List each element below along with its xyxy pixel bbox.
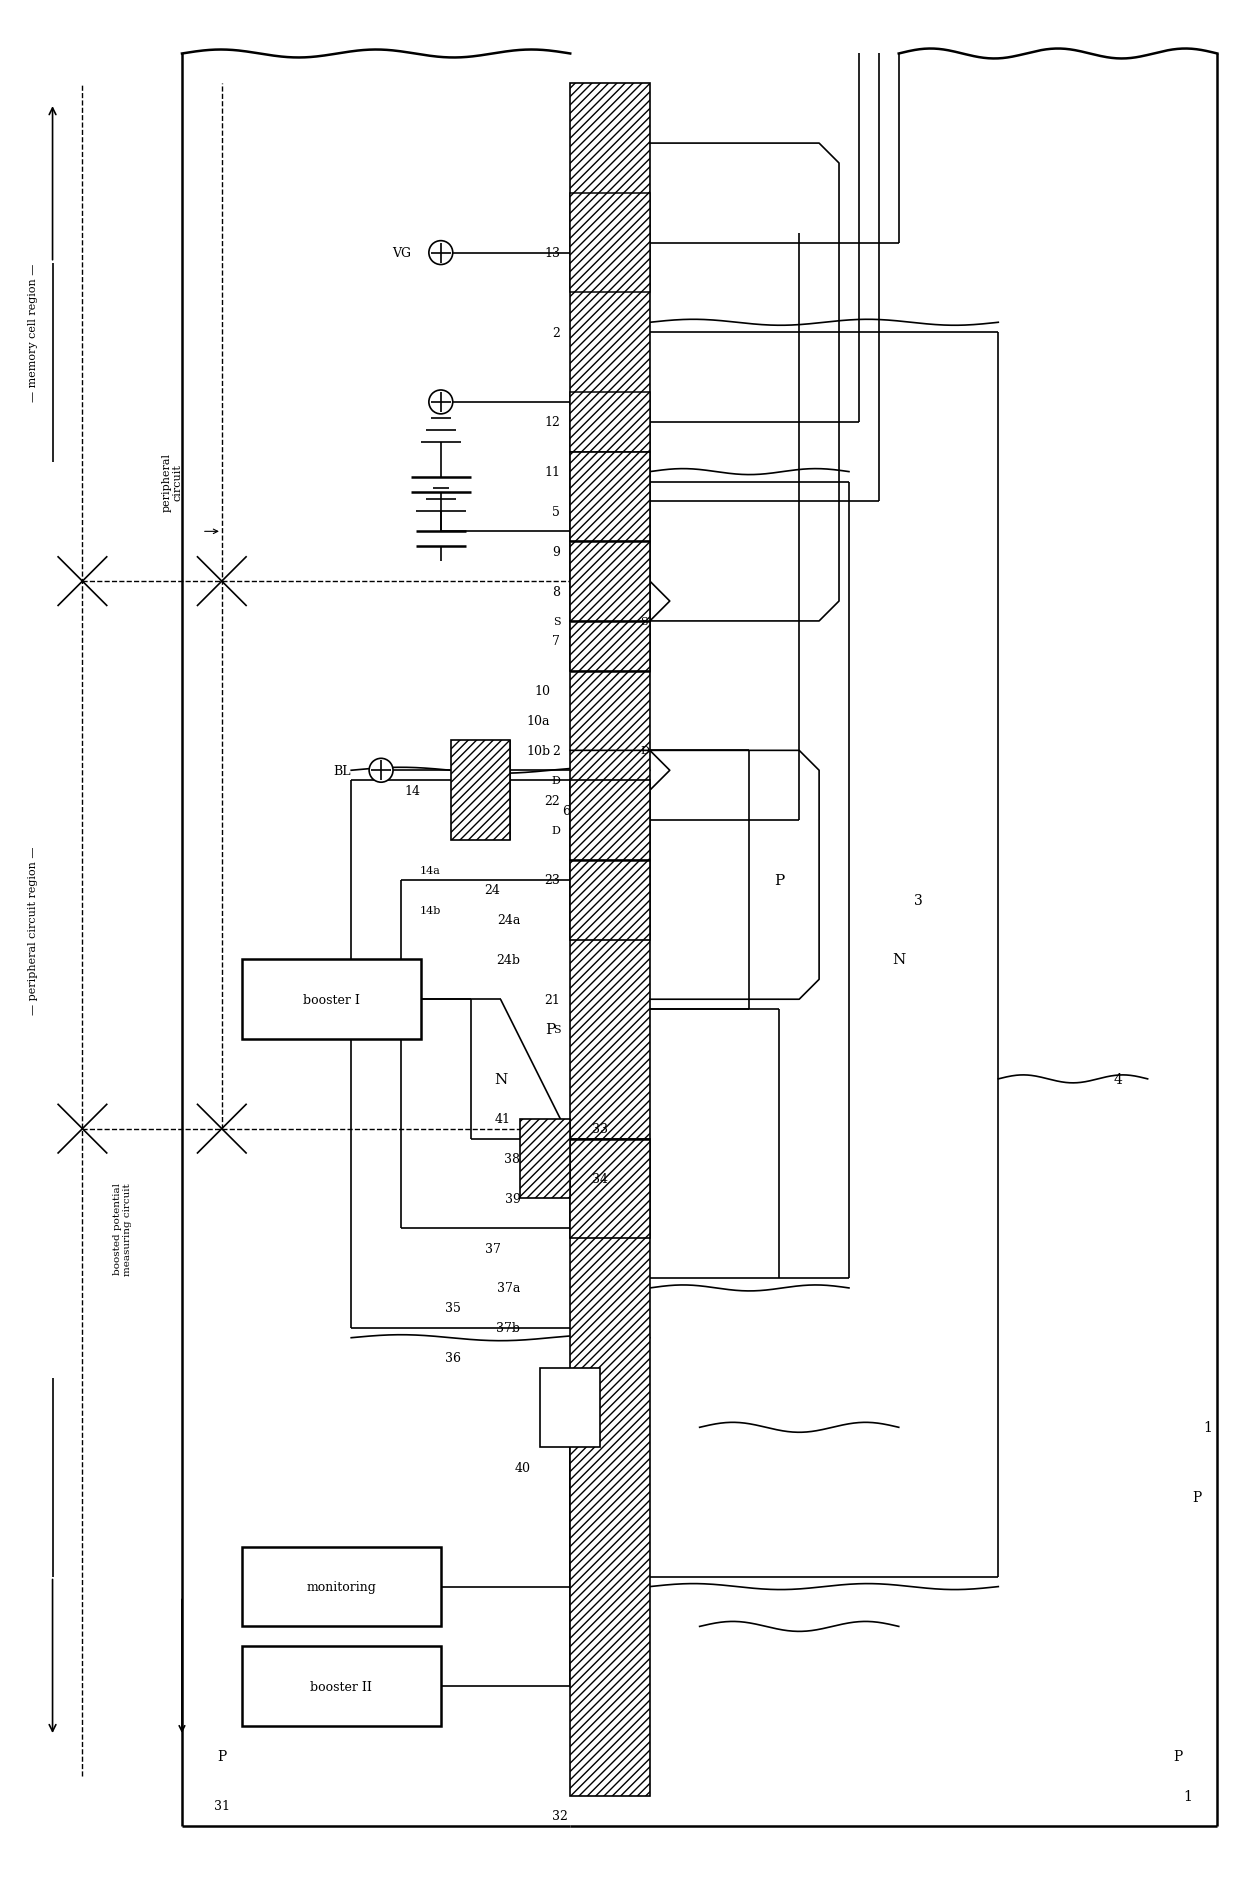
Text: 6: 6 — [562, 805, 570, 818]
Text: N: N — [494, 1072, 507, 1087]
Text: 40: 40 — [515, 1461, 531, 1474]
Bar — [242, 1547, 440, 1626]
Text: 2: 2 — [552, 327, 560, 340]
Text: boosted potential
measuring circuit: boosted potential measuring circuit — [113, 1183, 131, 1275]
Text: P: P — [217, 1748, 227, 1763]
Text: 3: 3 — [914, 893, 923, 908]
Circle shape — [429, 391, 453, 415]
Text: N: N — [892, 953, 905, 966]
Text: 11: 11 — [544, 466, 560, 479]
Text: 23: 23 — [544, 874, 560, 887]
Text: 2: 2 — [552, 744, 560, 758]
Text: 37: 37 — [485, 1243, 501, 1256]
Text: 14a: 14a — [420, 865, 440, 876]
Text: 39: 39 — [505, 1192, 521, 1205]
Text: 31: 31 — [213, 1799, 229, 1812]
Text: 10: 10 — [534, 684, 551, 697]
Bar — [570, 861, 650, 940]
Bar — [521, 1119, 570, 1199]
Text: 35: 35 — [445, 1301, 461, 1314]
Text: D: D — [552, 776, 560, 786]
Text: 14b: 14b — [419, 904, 440, 916]
Text: 1: 1 — [1203, 1421, 1211, 1434]
Text: 32: 32 — [552, 1809, 568, 1822]
Text: 5: 5 — [552, 506, 560, 519]
Text: 38: 38 — [505, 1152, 521, 1166]
Text: D: D — [552, 825, 560, 835]
Text: P: P — [1193, 1491, 1202, 1504]
Circle shape — [429, 241, 453, 265]
Text: S: S — [553, 617, 560, 626]
Text: 13: 13 — [544, 246, 560, 259]
Text: VG: VG — [392, 246, 410, 259]
Bar — [570, 194, 650, 293]
Text: peripheral
circuit: peripheral circuit — [161, 453, 182, 511]
Text: 9: 9 — [552, 545, 560, 558]
Text: P: P — [546, 1023, 556, 1036]
Text: — peripheral circuit region —: — peripheral circuit region — — [27, 846, 37, 1013]
Text: 4: 4 — [1114, 1072, 1122, 1087]
Bar — [242, 1647, 440, 1726]
Text: 34: 34 — [591, 1173, 608, 1184]
Bar — [570, 780, 650, 861]
Bar — [451, 741, 511, 840]
Bar — [570, 541, 650, 622]
Text: 10a: 10a — [527, 714, 551, 728]
Bar — [570, 1139, 650, 1239]
Text: 24a: 24a — [497, 914, 521, 927]
Text: 33: 33 — [591, 1122, 608, 1136]
Bar — [570, 622, 650, 671]
Text: 24b: 24b — [496, 953, 521, 966]
Text: — memory cell region —: — memory cell region — — [27, 263, 37, 402]
Text: D: D — [640, 746, 649, 756]
Text: P: P — [774, 874, 785, 887]
Bar — [242, 961, 420, 1040]
Text: booster II: booster II — [310, 1679, 372, 1692]
Bar — [570, 85, 650, 1795]
Text: 24: 24 — [485, 884, 501, 897]
Text: P: P — [1173, 1748, 1182, 1763]
Text: BL: BL — [334, 765, 351, 776]
Bar — [541, 1369, 600, 1448]
Text: 1: 1 — [1183, 1788, 1192, 1803]
Text: booster I: booster I — [303, 993, 360, 1006]
Text: 37b: 37b — [496, 1322, 521, 1335]
Text: 36: 36 — [445, 1352, 461, 1365]
Text: S: S — [640, 617, 647, 626]
Text: 10b: 10b — [526, 744, 551, 758]
Text: 41: 41 — [495, 1113, 511, 1126]
Text: 7: 7 — [552, 635, 560, 649]
Text: 12: 12 — [544, 415, 560, 429]
Bar — [570, 453, 650, 541]
Bar — [570, 393, 650, 453]
Text: 8: 8 — [552, 585, 560, 598]
Text: S: S — [553, 1025, 560, 1034]
Text: 37a: 37a — [497, 1282, 521, 1295]
Text: 14: 14 — [405, 784, 420, 797]
Text: monitoring: monitoring — [306, 1581, 376, 1592]
Circle shape — [370, 760, 393, 782]
Text: 22: 22 — [544, 793, 560, 807]
Text: 21: 21 — [544, 993, 560, 1006]
